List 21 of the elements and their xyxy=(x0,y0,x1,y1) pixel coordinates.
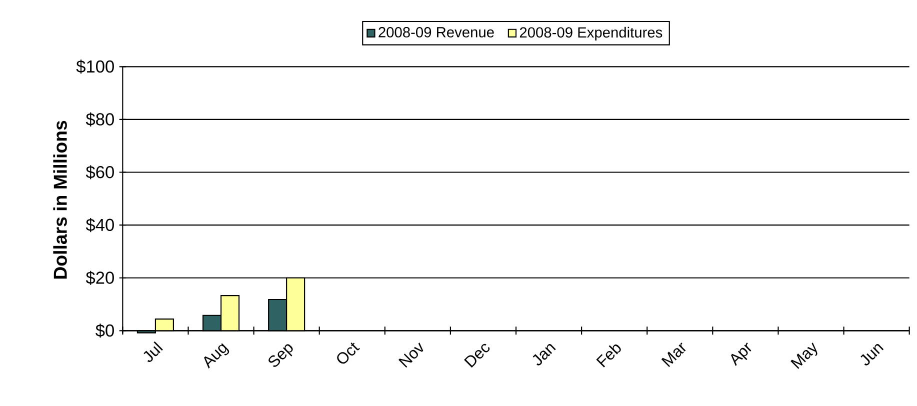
y-tick-label: $20 xyxy=(86,270,114,285)
x-tick-label: Dec xyxy=(464,344,490,368)
x-tick-label: Jul xyxy=(144,341,163,362)
legend-label: 2008-09 Expenditures xyxy=(520,26,662,40)
y-tick-label: $40 xyxy=(86,218,114,232)
y-tick-label: $0 xyxy=(96,324,114,338)
y-axis-title: Dollars in Millions xyxy=(53,120,67,279)
x-tick-label: Oct xyxy=(337,342,360,364)
y-tick-label: $60 xyxy=(86,165,114,180)
x-tick-label: Jan xyxy=(532,344,556,366)
y-tick-label: $80 xyxy=(86,112,114,126)
x-tick-label: Feb xyxy=(596,344,621,368)
x-tick-label: Nov xyxy=(398,342,424,368)
x-tick-label: Jun xyxy=(860,344,884,366)
x-tick-label: Mar xyxy=(661,342,686,367)
y-tick-label: $100 xyxy=(76,60,114,74)
x-tick-label: Aug xyxy=(204,343,230,369)
x-tick-label: May xyxy=(790,342,818,369)
legend-label: 2008-09 Revenue xyxy=(378,27,494,38)
x-tick-label: Apr xyxy=(731,342,752,366)
x-tick-label: Sep xyxy=(268,344,293,367)
